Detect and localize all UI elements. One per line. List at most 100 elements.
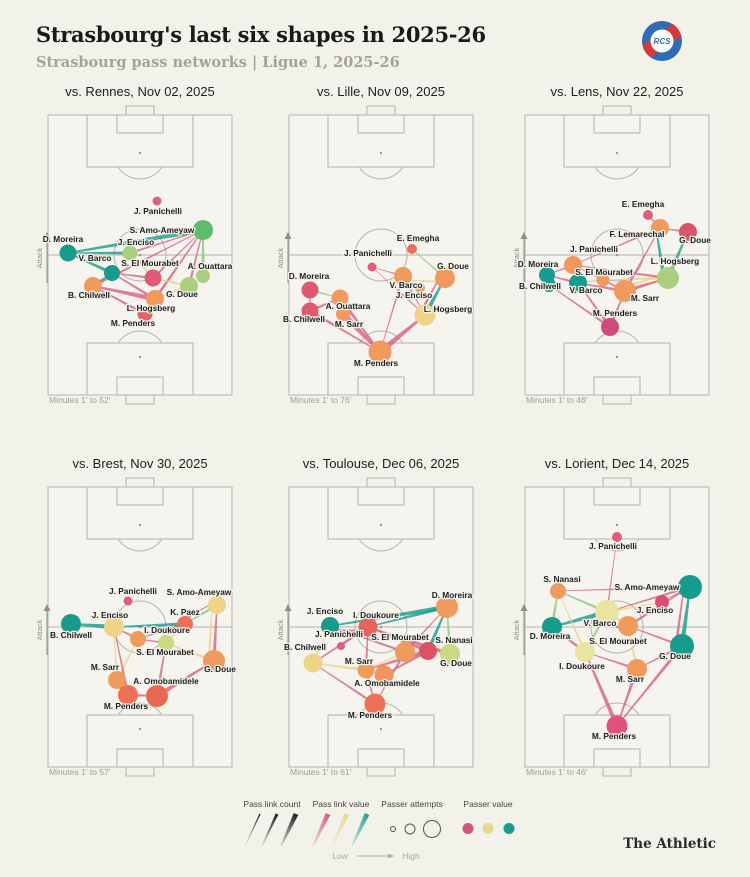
player-label: A. Omobamidele xyxy=(354,678,420,688)
player-label: J. Panichelli xyxy=(344,248,392,258)
pass-link xyxy=(153,229,204,300)
pass-link xyxy=(426,606,448,652)
penalty-spot-top xyxy=(615,523,619,527)
player-node xyxy=(108,671,126,689)
player-label: V. Barco xyxy=(390,280,423,290)
player-label: A. Ouattara xyxy=(188,261,233,271)
player-node xyxy=(655,595,669,609)
pass-link xyxy=(557,590,608,614)
pass-link xyxy=(212,604,218,662)
player-label: M. Penders xyxy=(354,358,399,368)
player-label: A. Omobamidele xyxy=(133,676,199,686)
player-label: M. Penders xyxy=(592,731,637,741)
player-node xyxy=(436,596,458,618)
match-card-toulouse: vs. Toulouse, Dec 06, 2025 Attack D. More… xyxy=(256,452,491,792)
penalty-spot-bottom xyxy=(615,355,619,359)
pass-link xyxy=(419,275,442,314)
legend-count-stroke xyxy=(280,812,299,847)
player-node xyxy=(395,642,415,662)
player-label: G. Doue xyxy=(437,261,469,271)
attack-arrow-head xyxy=(520,604,528,611)
player-node xyxy=(368,340,392,364)
player-node xyxy=(564,256,582,274)
player-label: M. Sarr xyxy=(345,656,374,666)
pass-link xyxy=(365,651,406,672)
pass-link xyxy=(312,625,331,664)
player-label: V. Barco xyxy=(79,253,112,263)
goal-top xyxy=(366,105,396,116)
player-label: I. Doukoure xyxy=(353,610,399,620)
goal-top xyxy=(366,477,396,488)
player-label: S. El Mourabet xyxy=(136,647,194,657)
match-card-rennes: vs. Rennes, Nov 02, 2025 Attack J. Panich… xyxy=(15,80,250,420)
player-node xyxy=(614,280,636,302)
pass-link xyxy=(309,309,381,353)
pass-link xyxy=(68,251,130,255)
pass-link xyxy=(557,590,586,653)
player-node xyxy=(331,289,349,307)
center-spot xyxy=(615,253,619,257)
player-label: J. Panichelli xyxy=(134,206,182,216)
pass-link xyxy=(340,311,381,353)
player-node xyxy=(104,265,120,281)
player-node xyxy=(118,685,138,705)
player-label: B. Chilwell xyxy=(519,281,561,291)
player-label: A. Ouattara xyxy=(326,301,371,311)
pitch-chart: Attack E. Emegha F. Lemarechal G. Doue J. Pa… xyxy=(512,105,713,405)
player-label: L. Hogsberg xyxy=(424,304,472,314)
player-node xyxy=(679,223,697,241)
center-spot xyxy=(138,253,142,257)
player-node xyxy=(643,210,653,220)
pass-link xyxy=(367,605,448,628)
player-label: D. Moreira xyxy=(289,271,330,281)
player-label: S. Nanasi xyxy=(543,574,580,584)
player-node xyxy=(301,281,319,299)
player-node xyxy=(419,642,437,660)
player-node xyxy=(193,220,213,240)
minutes-caption: Minutes 1' to 46' xyxy=(526,767,588,777)
pass-link xyxy=(616,644,684,727)
penalty-spot-top xyxy=(138,151,142,155)
player-label: J. Enciso xyxy=(396,290,432,300)
goal-bottom xyxy=(125,766,155,777)
player-node xyxy=(61,614,81,634)
player-label: S. El Mourabet xyxy=(371,632,429,642)
attack-label: Attack xyxy=(35,247,44,268)
minutes-caption: Minutes 1' to 46' xyxy=(526,395,588,405)
player-node xyxy=(678,575,702,599)
player-node xyxy=(595,600,619,624)
pass-link xyxy=(411,248,446,279)
brand-wordmark: The Athletic xyxy=(623,836,716,852)
minutes-caption: Minutes 1' to 57' xyxy=(49,767,111,777)
legend-attempts-circle xyxy=(390,826,396,832)
attack-arrow-head xyxy=(43,232,51,239)
player-node xyxy=(440,644,460,664)
center-circle xyxy=(113,228,167,282)
player-label: G. Doue xyxy=(204,664,236,674)
pass-link xyxy=(572,227,661,266)
center-spot xyxy=(615,625,619,629)
pass-link xyxy=(548,284,611,329)
attack-label: Attack xyxy=(35,619,44,640)
pass-link xyxy=(655,228,667,279)
goal-top xyxy=(125,105,155,116)
pass-link xyxy=(679,586,691,647)
penalty-arc-bottom xyxy=(117,702,163,716)
attack-arrow-head xyxy=(43,604,51,611)
player-node xyxy=(627,659,647,679)
player-label: D. Moreira xyxy=(43,234,84,244)
player-node xyxy=(414,304,436,326)
pass-link xyxy=(113,622,186,628)
pitch-chart: Attack J. Panichelli S. Nanasi S. Amo-Ameya… xyxy=(512,477,710,777)
pass-link xyxy=(404,606,448,653)
pass-link xyxy=(207,604,213,661)
player-label: F. Lemarechal xyxy=(610,229,665,239)
pitch-chart: Attack J. Panichelli S. Amo-Ameyaw D. Morei… xyxy=(35,105,234,405)
center-circle xyxy=(590,600,644,654)
player-label: B. Chilwell xyxy=(284,642,326,652)
player-node xyxy=(435,268,455,288)
player-label: M. Penders xyxy=(111,318,156,328)
pass-link xyxy=(606,585,691,613)
player-node xyxy=(146,685,168,707)
